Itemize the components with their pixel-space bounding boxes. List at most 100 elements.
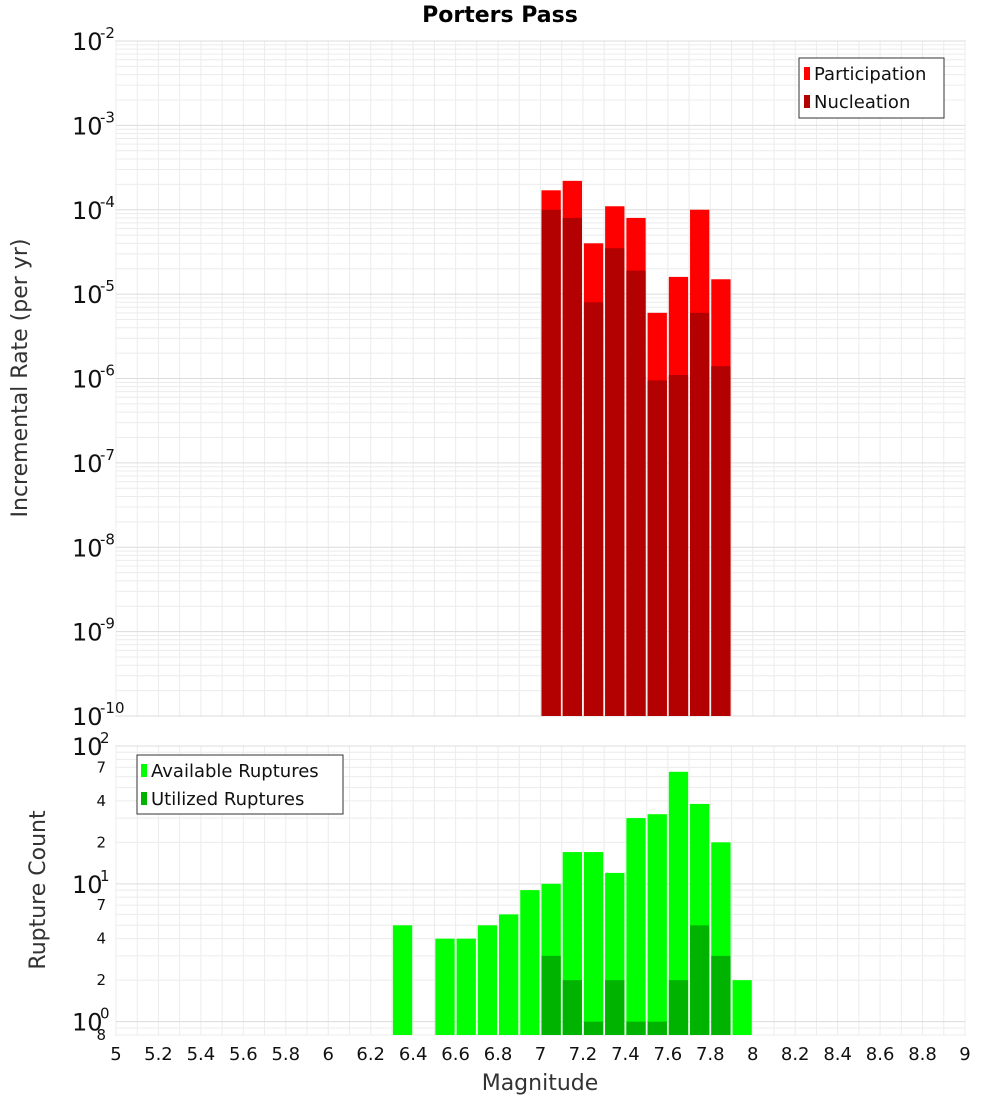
bar-utilized-ruptures-11 xyxy=(647,1021,667,1035)
legend-swatch-utilized-ruptures xyxy=(141,792,147,805)
rate-y-tick-exponent: -7 xyxy=(100,446,115,464)
rate-y-tick-base: 10 xyxy=(72,28,103,56)
bar-nucleation-1 xyxy=(562,217,582,716)
bar-utilized-ruptures-6 xyxy=(541,955,561,1035)
count-y-tick-base: 10 xyxy=(72,1009,103,1037)
x-tick-label: 6.2 xyxy=(356,1044,385,1065)
count-y-axis-label: Rupture Count xyxy=(26,810,51,970)
legend-label-nucleation: Nucleation xyxy=(814,92,910,113)
legend-swatch-nucleation xyxy=(804,95,810,108)
x-tick-label: 5 xyxy=(110,1044,121,1065)
rate-grid xyxy=(115,40,966,717)
legend-label-utilized-ruptures: Utilized Ruptures xyxy=(151,789,304,810)
x-tick-label: 5.6 xyxy=(229,1044,258,1065)
x-tick-label: 8.2 xyxy=(781,1044,810,1065)
count-y-tick-exponent: 1 xyxy=(100,867,110,885)
rate-y-axis-label: Incremental Rate (per yr) xyxy=(8,239,33,518)
count-bars xyxy=(392,771,752,1035)
rate-y-tick-base: 10 xyxy=(72,619,103,647)
count-y-minor-tick: 4 xyxy=(96,792,106,810)
legend-swatch-available-ruptures xyxy=(141,764,147,777)
bar-available-ruptures-15 xyxy=(732,980,752,1035)
count-y-tick-exponent: 0 xyxy=(100,1005,110,1023)
rate-y-tick-exponent: -3 xyxy=(100,108,115,126)
bar-nucleation-3 xyxy=(605,248,625,717)
count-legend-box xyxy=(136,754,344,815)
legend-label-available-ruptures: Available Ruptures xyxy=(151,761,319,782)
count-legend: Available Ruptures Utilized Ruptures xyxy=(136,754,344,815)
rate-bars xyxy=(541,180,731,717)
count-y-minor-tick: 8 xyxy=(96,1026,106,1044)
x-tick-label: 6 xyxy=(323,1044,334,1065)
bar-nucleation-6 xyxy=(668,375,689,716)
bar-available-ruptures-2 xyxy=(456,938,476,1035)
bar-utilized-ruptures-10 xyxy=(626,1021,646,1035)
x-tick-label: 8.8 xyxy=(908,1044,937,1065)
bar-available-ruptures-5 xyxy=(520,890,540,1035)
count-y-minor-tick: 2 xyxy=(96,833,106,851)
bar-utilized-ruptures-9 xyxy=(605,980,625,1035)
bar-nucleation-8 xyxy=(711,366,731,716)
rate-y-tick-exponent: -8 xyxy=(100,530,115,548)
rate-y-tick-base: 10 xyxy=(72,450,103,478)
bar-available-ruptures-4 xyxy=(499,914,519,1035)
rate-y-tick-base: 10 xyxy=(72,281,103,309)
legend-swatch-participation xyxy=(804,67,810,80)
bar-nucleation-7 xyxy=(690,312,710,716)
x-axis-label: Magnitude xyxy=(482,1071,599,1096)
x-tick-label: 8.4 xyxy=(823,1044,852,1065)
bar-available-ruptures-12 xyxy=(668,771,689,1035)
x-tick-label: 8.6 xyxy=(866,1044,895,1065)
rate-y-tick-exponent: -6 xyxy=(100,362,115,380)
x-tick-label: 6.8 xyxy=(484,1044,513,1065)
bar-nucleation-5 xyxy=(647,380,667,716)
x-tick-label: 7.4 xyxy=(611,1044,640,1065)
rate-y-tick-base: 10 xyxy=(72,112,103,140)
x-ticks: 5 5.2 5.4 5.6 5.8 6 6.2 6.4 6.6 6.8 7 7.2 7.4 7.6 7.8 8… xyxy=(110,1044,970,1065)
bar-available-ruptures-8 xyxy=(583,852,604,1035)
bar-utilized-ruptures-7 xyxy=(562,980,582,1035)
count-y-minor-tick: 7 xyxy=(96,896,106,914)
x-tick-label: 6.4 xyxy=(399,1044,428,1065)
bar-available-ruptures-10 xyxy=(626,818,646,1035)
count-y-tick-exponent: 2 xyxy=(100,729,110,747)
rate-y-tick-exponent: -2 xyxy=(100,24,115,42)
rate-y-tick-base: 10 xyxy=(72,703,103,731)
x-tick-label: 6.6 xyxy=(441,1044,470,1065)
legend-label-participation: Participation xyxy=(814,64,926,85)
count-y-tick-base: 10 xyxy=(72,733,103,761)
bar-utilized-ruptures-12 xyxy=(668,980,689,1035)
rate-y-tick-base: 10 xyxy=(72,366,103,394)
count-y-minor-tick: 2 xyxy=(96,971,106,989)
rate-legend-box xyxy=(798,57,945,119)
count-y-minor-tick: 4 xyxy=(96,930,106,948)
rate-y-tick-base: 10 xyxy=(72,534,103,562)
x-tick-label: 8 xyxy=(747,1044,758,1065)
bar-nucleation-0 xyxy=(541,209,561,716)
bar-available-ruptures-0 xyxy=(392,925,413,1035)
rate-legend: Participation Nucleation xyxy=(798,57,945,119)
bar-available-ruptures-3 xyxy=(477,925,498,1035)
bar-utilized-ruptures-8 xyxy=(583,1021,604,1035)
x-tick-label: 5.2 xyxy=(144,1044,173,1065)
x-tick-label: 7.2 xyxy=(569,1044,598,1065)
bar-utilized-ruptures-14 xyxy=(711,955,731,1035)
count-y-minor-tick: 7 xyxy=(96,758,106,776)
bar-nucleation-4 xyxy=(626,270,646,716)
count-y-tick-base: 10 xyxy=(72,871,103,899)
rate-y-tick-exponent: -10 xyxy=(100,699,125,717)
bar-available-ruptures-11 xyxy=(647,814,667,1035)
rate-y-tick-exponent: -5 xyxy=(100,277,115,295)
x-tick-label: 5.8 xyxy=(271,1044,300,1065)
rate-y-tick-exponent: -4 xyxy=(100,193,115,211)
bar-nucleation-2 xyxy=(583,302,604,716)
x-tick-label: 7.8 xyxy=(696,1044,725,1065)
bar-utilized-ruptures-13 xyxy=(690,925,710,1035)
chart-title: Porters Pass xyxy=(422,3,578,28)
x-tick-label: 9 xyxy=(959,1044,970,1065)
